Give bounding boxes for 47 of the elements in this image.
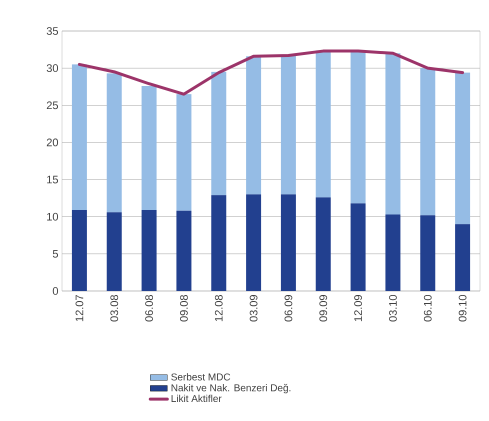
bar <box>176 210 192 291</box>
x-tick-label: 06.09 <box>284 295 292 322</box>
line-series <box>78 50 464 96</box>
bar <box>176 94 192 211</box>
bar <box>420 215 436 291</box>
x-tick-label: 12.08 <box>214 295 223 322</box>
bar <box>142 86 157 210</box>
bar <box>350 203 366 291</box>
legend-label: Serbest MDC <box>171 373 230 380</box>
bar <box>246 56 262 194</box>
x-tick-label: 06.08 <box>145 295 153 322</box>
legend-label: Likit Aktifler <box>172 394 222 402</box>
x-tick-label: 12.07 <box>76 295 84 322</box>
bar <box>72 210 87 291</box>
legend-label: Nakit ve Nak. Benzeri Değ. <box>172 384 290 394</box>
y-tick-label: 25 <box>46 101 58 110</box>
bar <box>455 224 470 291</box>
y-tick-label: 5 <box>52 250 58 258</box>
bar <box>106 212 122 291</box>
bar <box>420 68 436 216</box>
y-tick-label: 35 <box>46 27 58 35</box>
bar <box>280 56 296 194</box>
bar <box>246 194 262 291</box>
bar <box>455 72 470 224</box>
bar <box>280 194 296 291</box>
x-tick-label: 06.10 <box>424 294 432 322</box>
bar <box>142 210 157 291</box>
y-tick-label: 15 <box>47 176 58 184</box>
x-tick-label: 12.09 <box>354 295 362 322</box>
y-tick-label: 20 <box>46 138 58 146</box>
x-tick-label: 03.09 <box>250 295 258 322</box>
y-tick-label: 30 <box>46 64 58 72</box>
y-tick-label: 0 <box>52 287 58 295</box>
bar <box>316 197 331 291</box>
x-tick-label: 09.09 <box>319 295 328 322</box>
x-tick-label: 09.10 <box>458 294 466 322</box>
bar <box>211 195 226 291</box>
bar <box>211 72 226 196</box>
y-tick-label: 10 <box>47 212 58 221</box>
bar <box>106 73 122 212</box>
x-tick-label: 03.08 <box>110 295 118 322</box>
x-tick-label: 09.08 <box>180 295 188 322</box>
bar <box>72 64 87 210</box>
x-tick-label: 03.10 <box>389 294 397 322</box>
bar <box>385 214 400 291</box>
bar <box>385 53 400 214</box>
bar <box>316 50 331 198</box>
